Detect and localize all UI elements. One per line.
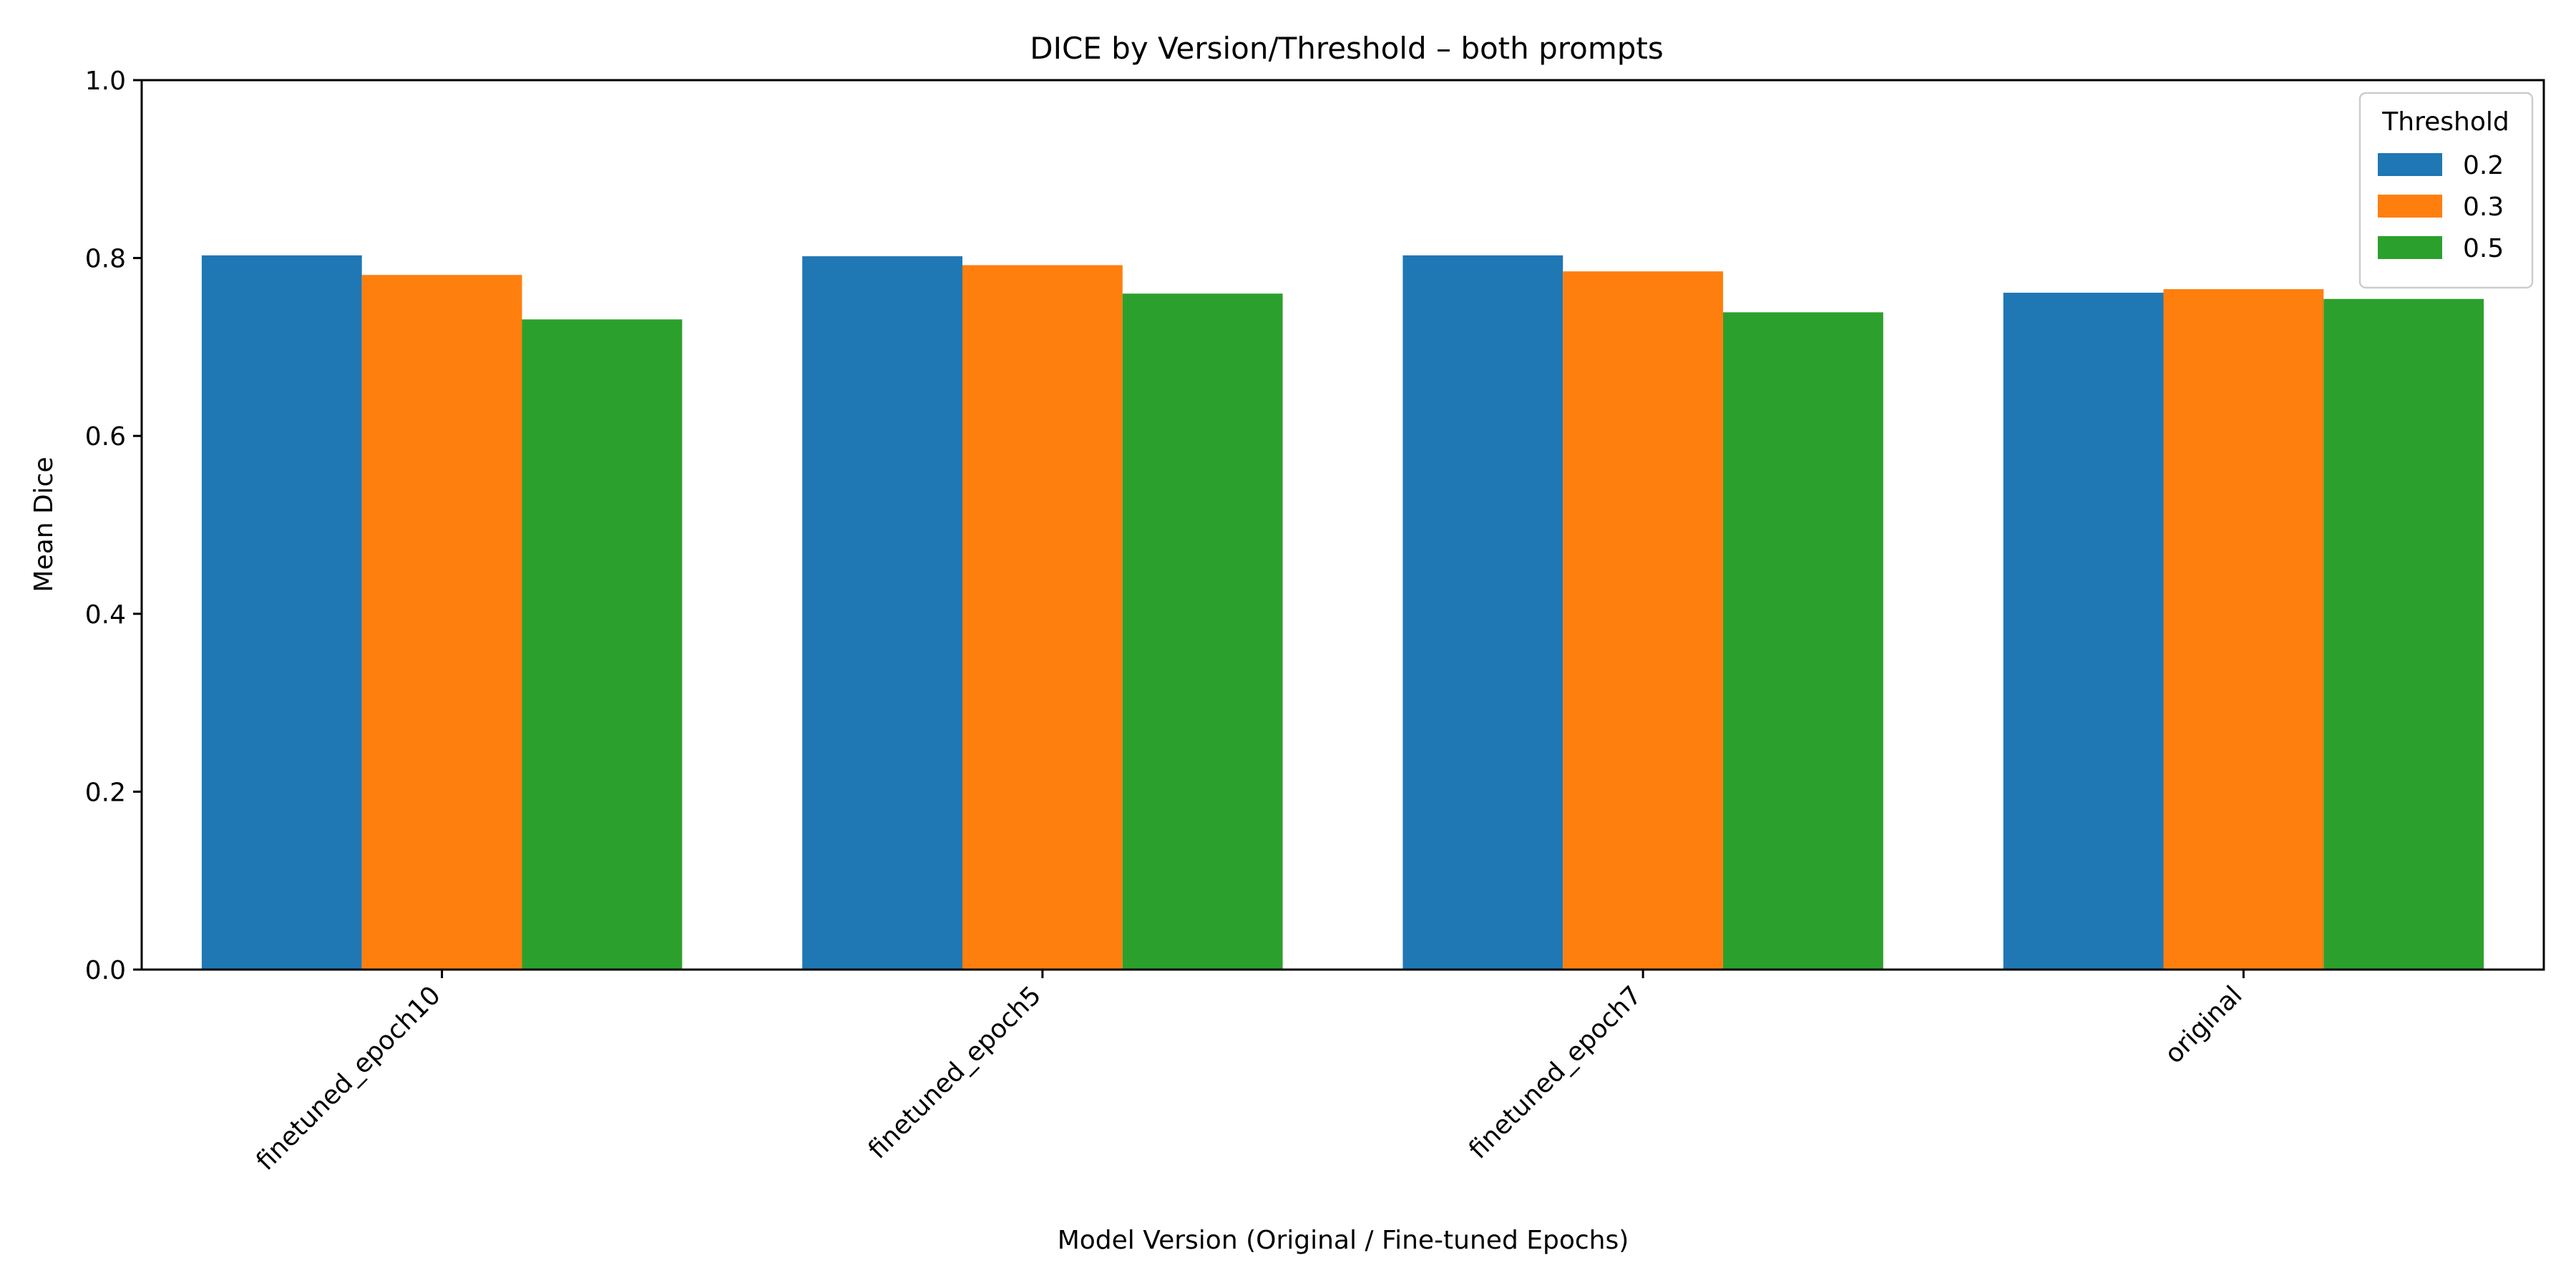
x-tick-label: finetuned_epoch5: [863, 980, 1047, 1164]
legend-swatch-0.2: [2378, 153, 2442, 176]
y-tick-label: 0.0: [85, 956, 126, 985]
bar-finetuned_epoch10-threshold-0.2: [201, 255, 362, 970]
bar-finetuned_epoch7-threshold-0.3: [1563, 271, 1724, 970]
legend-label-0.3: 0.3: [2463, 192, 2504, 222]
y-axis: 0.0 0.2 0.4 0.6 0.8 1.0: [85, 67, 142, 985]
bar-finetuned_epoch5-threshold-0.2: [802, 256, 962, 970]
bar-finetuned_epoch7-threshold-0.5: [1723, 312, 1883, 970]
y-tick-label: 0.8: [85, 245, 126, 274]
y-axis-label: Mean Dice: [29, 457, 59, 592]
bar-finetuned_epoch5-threshold-0.5: [1122, 293, 1283, 970]
bar-original-threshold-0.2: [2003, 293, 2164, 970]
legend-items: 0.2 0.3 0.5: [2378, 151, 2504, 263]
legend-swatch-0.5: [2378, 236, 2442, 259]
bar-finetuned_epoch10-threshold-0.3: [361, 275, 522, 970]
legend-label-0.2: 0.2: [2463, 151, 2504, 180]
plot-frame: [140, 79, 2545, 971]
bar-original-threshold-0.3: [2163, 289, 2324, 970]
legend-swatch-0.3: [2378, 195, 2442, 218]
bars-layer: [201, 255, 2484, 970]
y-tick-label: 0.4: [85, 600, 126, 630]
bar-finetuned_epoch7-threshold-0.2: [1402, 255, 1563, 970]
x-axis-label: Model Version (Original / Fine-tuned Epo…: [1058, 1226, 1629, 1255]
bar-finetuned_epoch5-threshold-0.3: [962, 265, 1123, 970]
x-tick-label: original: [2160, 980, 2248, 1069]
bar-original-threshold-0.5: [2323, 298, 2484, 970]
x-tick-label: finetuned_epoch7: [1463, 980, 1647, 1164]
legend: Threshold 0.2 0.3 0.5: [2358, 92, 2534, 289]
x-tick-label: finetuned_epoch10: [250, 980, 447, 1176]
y-tick-label: 0.6: [85, 422, 126, 452]
y-tick-label: 0.2: [85, 778, 126, 807]
chart-title: DICE by Version/Threshold – both prompts: [1030, 31, 1664, 66]
x-axis: finetuned_epoch10 finetuned_epoch5 finetun…: [250, 970, 2248, 1176]
bar-finetuned_epoch10-threshold-0.5: [522, 319, 683, 970]
legend-label-0.5: 0.5: [2463, 234, 2504, 263]
y-tick-label: 1.0: [85, 67, 126, 96]
legend-title: Threshold: [2381, 107, 2509, 137]
